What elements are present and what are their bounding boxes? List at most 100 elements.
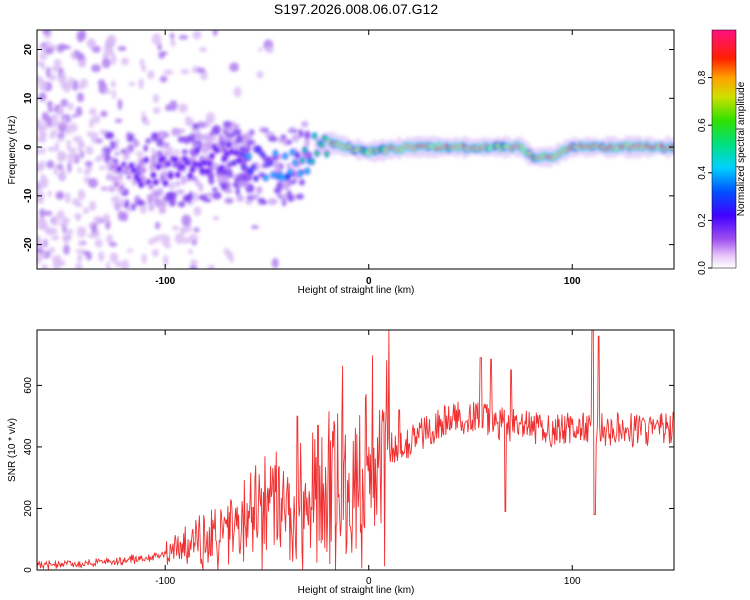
spectrogram-halo-blob bbox=[202, 133, 212, 142]
spectrogram-noise-blob bbox=[87, 233, 97, 239]
spectrogram-noise-blob bbox=[41, 42, 46, 48]
spectrogram-noise-blob bbox=[51, 256, 58, 261]
spectrogram-noise-blob bbox=[172, 225, 179, 231]
spectrogram-noise-blob bbox=[39, 208, 46, 218]
spectrogram-noise-blob bbox=[142, 119, 151, 126]
colorbar-tick-label: 0.8 bbox=[697, 70, 708, 84]
spectrogram-ridge-core bbox=[197, 162, 202, 167]
spectrogram-ridge-core bbox=[312, 134, 317, 139]
spectrogram-halo-blob bbox=[109, 140, 117, 150]
spectrogram-noise-blob bbox=[42, 30, 51, 35]
spectrogram-ridge-core bbox=[136, 178, 141, 182]
spectrogram-ridge-core bbox=[202, 160, 207, 165]
spectrogram-halo-blob bbox=[201, 145, 209, 154]
spectrogram-ridge-core bbox=[131, 168, 136, 173]
spectrogram-halo-blob bbox=[171, 128, 181, 137]
spectrogram-ridge-core bbox=[268, 160, 273, 165]
spectrogram-noise-blob bbox=[68, 76, 74, 87]
spectrogram-noise-blob bbox=[141, 116, 148, 121]
spectrogram-halo-blob bbox=[284, 179, 290, 188]
spectrogram-noise-blob bbox=[117, 46, 127, 52]
spectrogram-noise-blob bbox=[76, 226, 87, 238]
colorbar-label: Normalized spectral amplitude bbox=[736, 81, 747, 216]
spectrogram-noise-blob bbox=[88, 117, 95, 129]
spectrogram-halo-blob bbox=[259, 200, 268, 205]
spectrogram-halo-blob bbox=[136, 199, 145, 206]
spectrogram-noise-blob bbox=[110, 80, 116, 88]
spectrogram-image bbox=[37, 30, 674, 269]
spectrogram-noise-blob bbox=[229, 253, 234, 263]
spectrogram-noise-blob bbox=[107, 266, 112, 269]
spectrogram-noise-blob bbox=[43, 210, 53, 216]
spectrogram-ridge-core bbox=[227, 142, 232, 147]
spectrogram-noise-blob bbox=[258, 47, 263, 52]
spectrogram-halo-blob bbox=[255, 186, 263, 195]
spectrogram-noise-blob bbox=[233, 86, 242, 98]
spectrogram-ridge-core bbox=[300, 158, 305, 163]
spectrogram-noise-blob bbox=[58, 106, 65, 118]
spectrogram-halo-blob bbox=[276, 167, 282, 173]
colorbar-gradient bbox=[711, 29, 737, 269]
spectrogram-noise-blob bbox=[159, 51, 168, 56]
spectrogram-noise-blob bbox=[48, 246, 55, 254]
spectrogram-halo-blob bbox=[238, 145, 245, 153]
spectrogram-noise-blob bbox=[163, 69, 174, 76]
spectrogram-noise-blob bbox=[251, 225, 259, 230]
spectrogram-ytick-label: 0 bbox=[23, 144, 34, 150]
spectrogram-halo-blob bbox=[267, 198, 278, 206]
spectrogram-noise-blob bbox=[178, 34, 189, 40]
spectrogram-halo-blob bbox=[133, 140, 140, 148]
spectrogram-noise-blob bbox=[75, 52, 85, 61]
spectrogram-ridge-core bbox=[297, 171, 302, 176]
spectrogram-ridge-core bbox=[119, 185, 124, 190]
spectrogram-ridge-core bbox=[173, 157, 178, 162]
spectrogram-halo-blob bbox=[237, 180, 248, 188]
spectrogram-noise-blob bbox=[38, 92, 47, 102]
spectrogram-halo-blob bbox=[291, 134, 300, 143]
spectrogram-noise-blob bbox=[91, 222, 97, 235]
spectrogram-noise-blob bbox=[141, 64, 147, 72]
spectrogram-noise-blob bbox=[55, 191, 65, 200]
spectrogram-noise-blob bbox=[104, 88, 111, 95]
spectrogram-noise-blob bbox=[160, 234, 171, 247]
spectrogram-noise-blob bbox=[196, 67, 206, 74]
spectrogram-halo-blob bbox=[292, 179, 297, 184]
spectrogram-ytick-label: 20 bbox=[23, 44, 34, 56]
spectrogram-noise-blob bbox=[141, 253, 148, 264]
spectrogram-halo-blob bbox=[175, 189, 185, 195]
colorbar-ticks: 0.0 0.2 0.4 0.6 0.8 bbox=[697, 70, 712, 275]
spectrogram-noise-blob bbox=[66, 139, 72, 152]
spectrogram-noise-blob bbox=[89, 200, 97, 212]
spectrogram-ridge-core bbox=[295, 153, 300, 158]
spectrogram-ridge-core bbox=[188, 173, 193, 178]
spectrogram-noise-blob bbox=[111, 89, 117, 100]
spectrogram-noise-blob bbox=[37, 180, 46, 190]
snr-xlabel: Height of straight line (km) bbox=[298, 585, 415, 596]
spectrogram-noise-blob bbox=[271, 257, 279, 269]
spectrogram-ridge-core bbox=[293, 160, 298, 165]
spectrogram-ridge-core bbox=[153, 180, 158, 185]
spectrogram-halo-blob bbox=[150, 134, 159, 142]
spectrogram-ridge-core bbox=[139, 182, 144, 187]
spectrogram-halo-blob bbox=[246, 139, 256, 145]
spectrogram-noise-blob bbox=[180, 69, 190, 75]
spectrogram-noise-blob bbox=[48, 73, 57, 82]
spectrogram-noise-blob bbox=[189, 264, 198, 269]
spectrogram-noise-blob bbox=[157, 42, 162, 51]
spectrogram-ridge-core bbox=[175, 172, 180, 177]
colorbar: 0.0 0.2 0.4 0.6 0.8 Normalized spectral ampl… bbox=[697, 29, 747, 275]
spectrogram-halo-blob bbox=[153, 150, 159, 159]
spectrogram-xtick-label: -100 bbox=[155, 276, 175, 287]
spectrogram-halo-blob bbox=[149, 192, 158, 203]
spectrogram-noise-blob bbox=[197, 121, 207, 129]
spectrogram-noise-blob bbox=[77, 140, 86, 150]
spectrogram-ridge-core bbox=[124, 166, 129, 170]
spectrogram-halo-blob bbox=[300, 120, 309, 128]
spectrogram-noise-blob bbox=[93, 215, 102, 223]
spectrogram-noise-blob bbox=[164, 104, 172, 112]
spectrogram-noise-blob bbox=[71, 198, 81, 206]
spectrogram-noise-blob bbox=[98, 251, 105, 262]
spectrogram-ridge-core bbox=[253, 176, 258, 181]
spectrogram-noise-blob bbox=[77, 167, 82, 174]
